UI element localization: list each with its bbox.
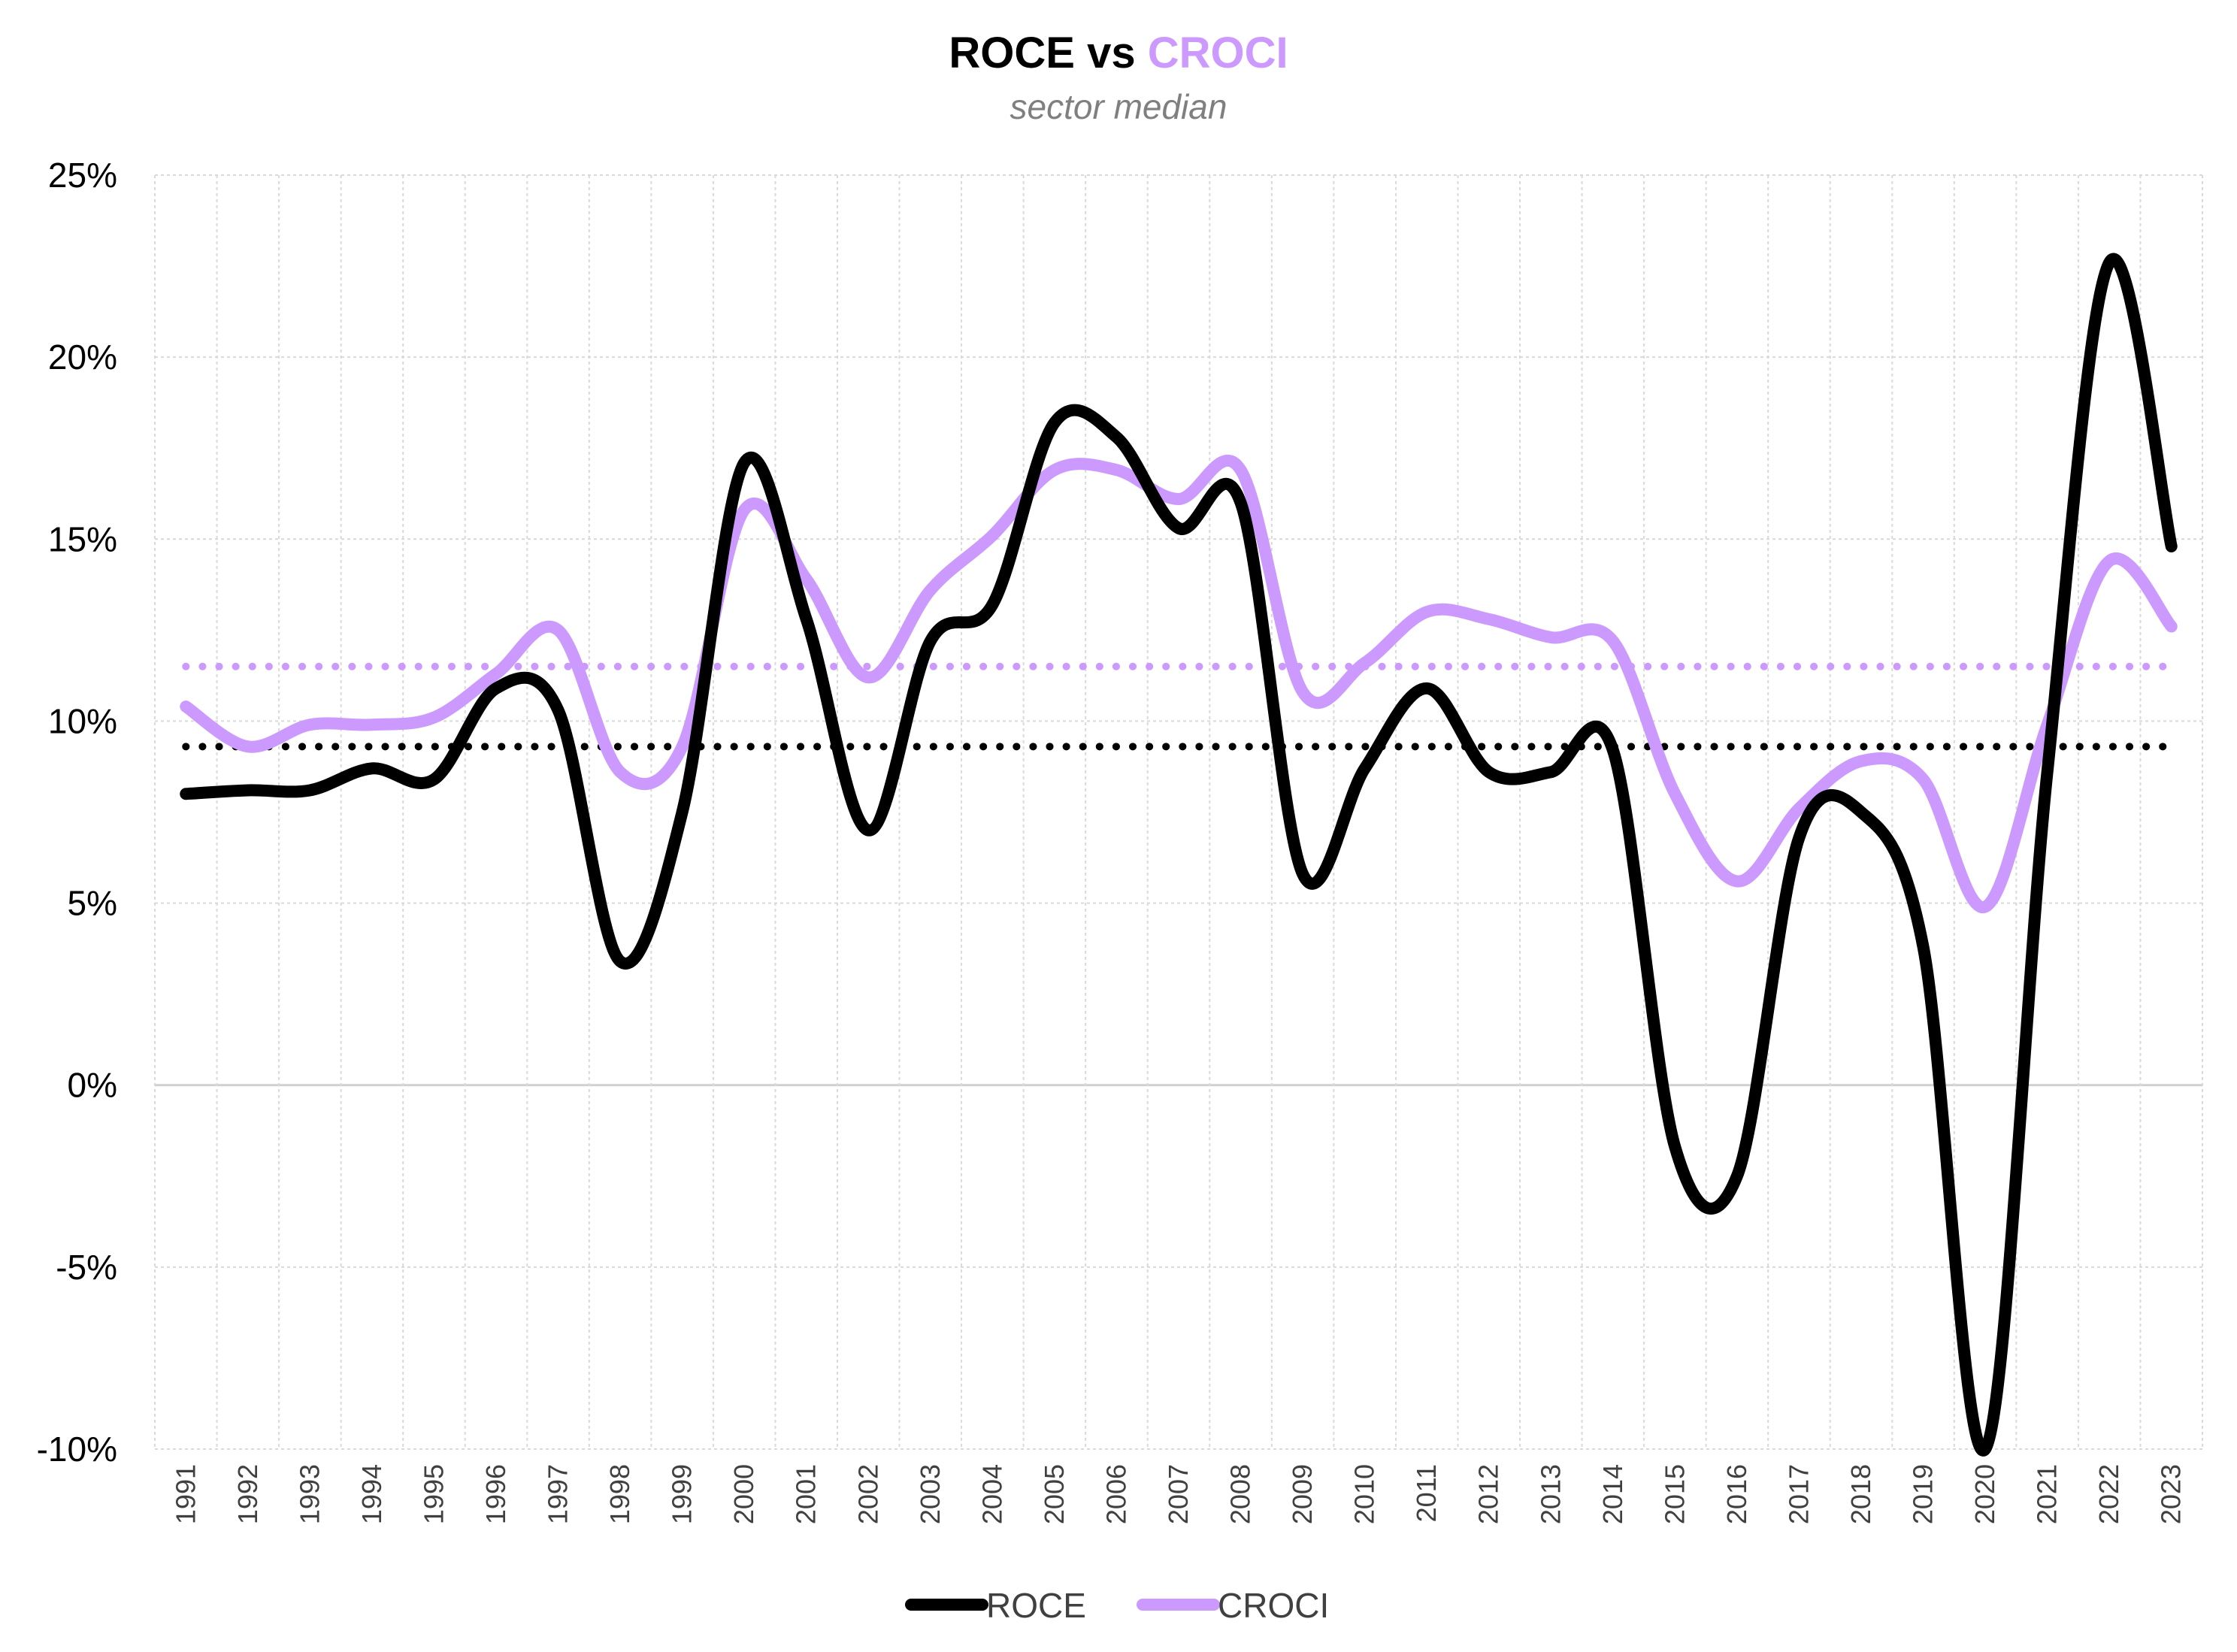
- x-tick-label-2020: 2020: [1969, 1464, 2000, 1524]
- x-tick-label-2001: 2001: [791, 1464, 822, 1524]
- y-tick-label-4: 10%: [48, 701, 117, 740]
- y-tick-label-3: 5%: [68, 884, 117, 923]
- x-axis-ticks: 1991 1992 1993 1994 1995 1996 1997 1998 1999 2000…: [170, 1464, 2186, 1524]
- x-tick-label-2013: 2013: [1535, 1464, 1566, 1524]
- x-tick-label-2021: 2021: [2032, 1464, 2063, 1524]
- x-tick-label-2014: 2014: [1597, 1464, 1628, 1524]
- x-tick-label-2018: 2018: [1845, 1464, 1876, 1524]
- chart-subtitle: sector median: [1010, 87, 1227, 126]
- y-tick-label-7: 25%: [48, 156, 117, 195]
- x-tick-label-2003: 2003: [915, 1464, 946, 1524]
- chart-title-part1: ROCE vs: [949, 29, 1147, 77]
- x-tick-label-1999: 1999: [667, 1464, 698, 1524]
- x-tick-label-2012: 2012: [1473, 1464, 1504, 1524]
- x-tick-label-2022: 2022: [2093, 1464, 2124, 1524]
- x-tick-label-1992: 1992: [232, 1464, 263, 1524]
- grid: [154, 174, 2203, 1450]
- x-tick-label-2007: 2007: [1163, 1464, 1194, 1524]
- x-tick-label-2005: 2005: [1039, 1464, 1070, 1524]
- y-tick-label-5: 15%: [48, 519, 117, 558]
- x-tick-label-2010: 2010: [1349, 1464, 1380, 1524]
- x-tick-label-2000: 2000: [728, 1464, 759, 1524]
- legend-label-roce: ROCE: [986, 1586, 1086, 1625]
- x-tick-label-1997: 1997: [543, 1464, 574, 1524]
- x-tick-label-2016: 2016: [1721, 1464, 1752, 1524]
- x-tick-label-1998: 1998: [604, 1464, 635, 1524]
- x-tick-label-2015: 2015: [1659, 1464, 1690, 1524]
- series-lines: [180, 253, 2178, 1457]
- series-line-roce: [180, 253, 2178, 1457]
- series-line-croci: [180, 455, 2178, 913]
- average-lines: [182, 662, 2175, 751]
- x-tick-label-2023: 2023: [2156, 1464, 2187, 1524]
- chart-title: ROCE vs CROCI: [949, 29, 1288, 77]
- legend-label-croci: CROCI: [1218, 1586, 1329, 1625]
- y-tick-label-1: -5%: [56, 1248, 117, 1287]
- y-tick-label-6: 20%: [48, 337, 117, 377]
- x-tick-label-2017: 2017: [1783, 1464, 1814, 1524]
- x-tick-label-2009: 2009: [1287, 1464, 1318, 1524]
- legend: ROCE CROCI: [905, 1586, 1329, 1625]
- y-tick-label-2: 0%: [68, 1066, 117, 1105]
- x-tick-label-2008: 2008: [1225, 1464, 1256, 1524]
- x-tick-label-2002: 2002: [852, 1464, 883, 1524]
- x-tick-label-1994: 1994: [356, 1464, 387, 1524]
- x-tick-label-1991: 1991: [170, 1464, 201, 1524]
- chart-title-part2: CROCI: [1148, 29, 1288, 77]
- y-tick-label-0: -10%: [37, 1430, 117, 1469]
- x-tick-label-2006: 2006: [1100, 1464, 1131, 1524]
- x-tick-label-2011: 2011: [1411, 1464, 1442, 1522]
- x-tick-label-2019: 2019: [1908, 1464, 1939, 1524]
- x-tick-label-1993: 1993: [294, 1464, 325, 1524]
- x-tick-label-1996: 1996: [480, 1464, 511, 1524]
- x-tick-label-2004: 2004: [976, 1464, 1007, 1524]
- x-tick-label-1995: 1995: [418, 1464, 449, 1524]
- y-axis-ticks: -10% -5% 0% 5% 10% 15% 20% 25%: [37, 156, 117, 1469]
